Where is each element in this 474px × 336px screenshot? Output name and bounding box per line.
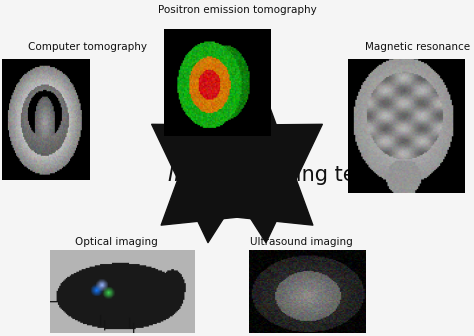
Text: Optical imaging: Optical imaging	[75, 237, 157, 247]
Text: Ultrasound imaging: Ultrasound imaging	[250, 237, 352, 247]
Text: imaging techniques: imaging techniques	[237, 165, 449, 185]
Text: Magnetic resonance imaging: Magnetic resonance imaging	[365, 42, 474, 52]
Text: Computer tomography: Computer tomography	[28, 42, 147, 52]
Text: Positron emission tomography: Positron emission tomography	[158, 5, 316, 15]
Text: In vivo: In vivo	[168, 165, 237, 185]
